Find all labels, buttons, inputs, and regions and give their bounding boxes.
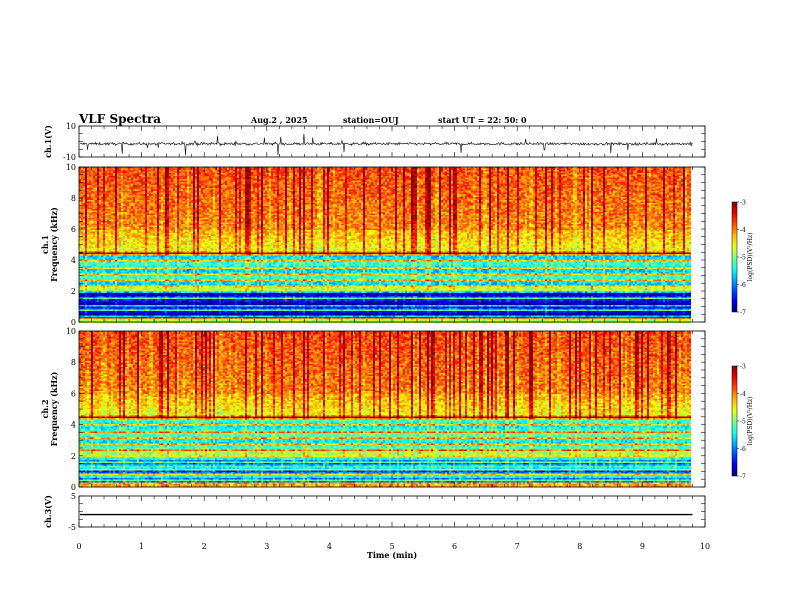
ch1-ytick-label: 10 [66,122,76,131]
ch2-colorbar-label: log(PSD)(V²/Hz) [747,397,754,446]
ch1-ytick-label: 0 [71,318,76,327]
ch1-colorbar-tick-label: -7 [740,310,746,317]
ch2-colorbar-tick-label: -7 [740,474,746,481]
ch2-ytick-label: 6 [71,389,76,398]
xtick-label: 10 [700,542,710,551]
xtick-label: 6 [452,542,457,551]
ch2-colorbar-tick-label: -3 [740,364,746,371]
xtick-label: 0 [76,542,81,551]
ch1-spectrogram-ylabel: ch.1 Frequency (kHz) [40,207,59,282]
ch2-colorbar [732,366,737,476]
ch3-ylabel: ch.3(V) [43,495,53,528]
ch1-ytick-label: 10 [66,163,76,172]
ch1-waveform-line [80,134,693,156]
ch2-spectrogram-ylabel: ch.2 Frequency (kHz) [40,371,59,446]
xtick-label: 2 [202,542,207,551]
ch2-ytick-label: 0 [71,483,76,492]
ch1-waveform-ylabel: ch.1(V) [43,125,53,158]
ch1-colorbar-tick-label: -3 [740,200,746,207]
xtick-label: 8 [577,542,582,551]
ch1-ytick-label: 4 [71,256,76,265]
ch2-ytick-label: 10 [66,327,76,336]
ch1-colorbar [732,202,737,312]
ch3-ytick-label: 5 [71,492,76,501]
ch1-colorbar-tick-label: -6 [740,282,746,289]
ch2-ytick-label: 4 [71,421,76,430]
ch3-ytick-label: -5 [68,523,76,532]
xtick-label: 3 [264,542,269,551]
xtick-label: 4 [327,542,332,551]
ch1-ytick-label: 2 [71,287,76,296]
ch2-colorbar-tick-label: -5 [740,419,746,426]
svg-text:ch.1(V): ch.1(V) [43,125,53,158]
time-axis-label: Time (min) [367,550,417,560]
ch2-ytick-label: 8 [71,358,76,367]
ch1-colorbar-tick-label: -5 [740,255,746,262]
ch2-ytick-label: 2 [71,452,76,461]
xtick-label: 1 [139,542,144,551]
ch1-ytick-label: 6 [71,225,76,234]
ch1-ytick-label: -10 [63,153,76,162]
ch1-spectrogram-cells [79,167,691,323]
xtick-label: 9 [640,542,645,551]
ch1-colorbar-label: log(PSD)(V²/Hz) [747,233,754,282]
ch2-spectrogram-cells [79,331,691,487]
xtick-label: 7 [515,542,520,551]
ch1-colorbar-tick-label: -4 [740,227,746,234]
ch2-colorbar-tick-label: -4 [740,391,746,398]
ch1-ytick-label: 8 [71,194,76,203]
ch2-colorbar-tick-label: -6 [740,446,746,453]
